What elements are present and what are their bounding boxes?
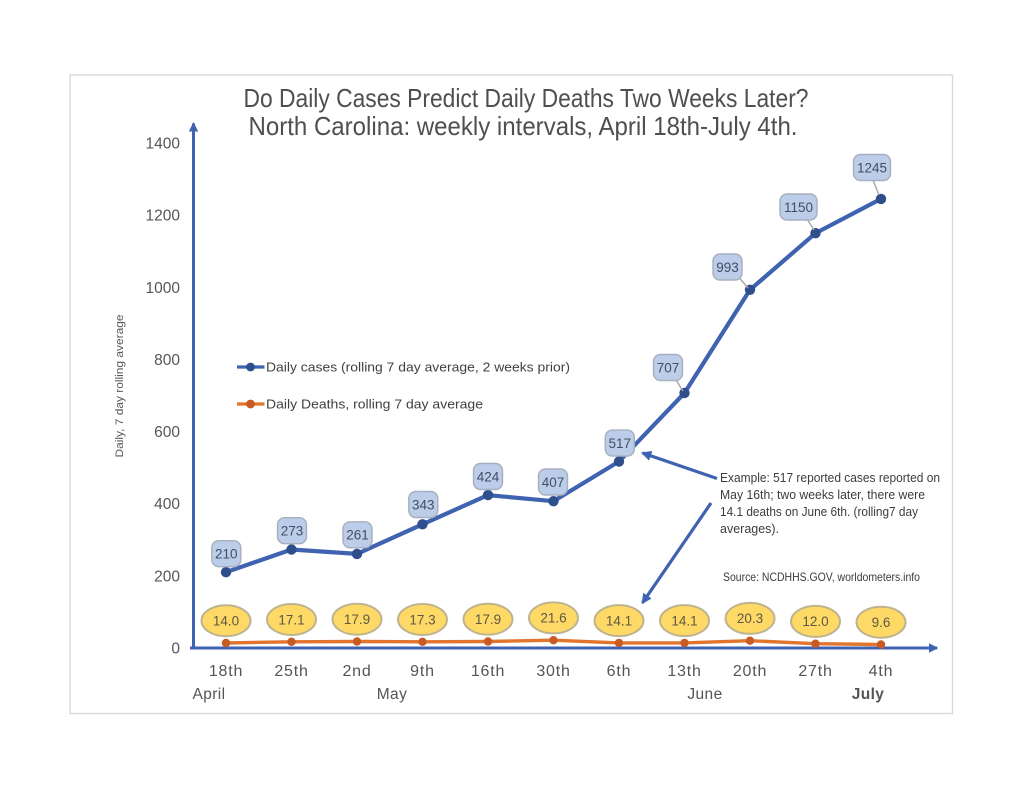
svg-text:1245: 1245 xyxy=(857,160,887,175)
svg-text:17.1: 17.1 xyxy=(278,612,304,627)
svg-text:25th: 25th xyxy=(274,663,308,680)
svg-text:273: 273 xyxy=(281,524,304,539)
svg-text:14.1: 14.1 xyxy=(671,613,697,628)
svg-text:20th: 20th xyxy=(733,663,767,680)
svg-text:9.6: 9.6 xyxy=(872,615,891,630)
svg-text:Source: NCDHHS.GOV, worldomete: Source: NCDHHS.GOV, worldometers.info xyxy=(723,570,920,584)
svg-text:4th: 4th xyxy=(869,663,894,680)
svg-text:14.1 deaths on June 6th. (roll: 14.1 deaths on June 6th. (rolling7 day xyxy=(720,505,919,519)
svg-text:800: 800 xyxy=(154,352,180,369)
svg-text:707: 707 xyxy=(657,360,680,375)
svg-text:June: June xyxy=(687,686,722,703)
svg-text:Daily cases (rolling 7 day ave: Daily cases (rolling 7 day average, 2 we… xyxy=(266,360,570,375)
svg-text:17.9: 17.9 xyxy=(344,612,370,627)
svg-text:6th: 6th xyxy=(607,663,632,680)
svg-text:14.0: 14.0 xyxy=(213,614,239,629)
svg-text:30th: 30th xyxy=(536,663,570,680)
svg-text:400: 400 xyxy=(154,496,180,513)
svg-text:1150: 1150 xyxy=(784,200,813,215)
svg-text:16th: 16th xyxy=(471,663,505,680)
svg-text:210: 210 xyxy=(215,547,238,562)
svg-text:Daily Deaths, rolling 7 day av: Daily Deaths, rolling 7 day average xyxy=(266,397,483,412)
svg-text:517: 517 xyxy=(609,436,632,451)
svg-text:April: April xyxy=(192,686,225,703)
svg-text:12.0: 12.0 xyxy=(802,614,828,629)
svg-text:600: 600 xyxy=(154,424,180,441)
svg-text:261: 261 xyxy=(346,528,369,543)
svg-text:May: May xyxy=(377,686,407,703)
svg-text:2nd: 2nd xyxy=(342,663,371,680)
svg-text:Daily, 7 day rolling average: Daily, 7 day rolling average xyxy=(114,315,126,458)
svg-text:200: 200 xyxy=(154,568,180,585)
svg-text:July: July xyxy=(852,686,885,703)
svg-text:Example: 517 reported cases r: Example: 517 reported cases reported on xyxy=(720,471,940,485)
svg-text:13th: 13th xyxy=(667,663,701,680)
svg-text:9th: 9th xyxy=(410,663,435,680)
svg-text:18th: 18th xyxy=(209,663,243,680)
svg-text:1400: 1400 xyxy=(146,136,181,153)
svg-text:343: 343 xyxy=(412,497,435,512)
svg-text:407: 407 xyxy=(542,475,565,490)
svg-text:Do Daily Cases Predict Daily D: Do Daily Cases Predict Daily Deaths Two … xyxy=(244,83,809,113)
svg-text:17.9: 17.9 xyxy=(475,612,501,627)
svg-text:averages).: averages). xyxy=(720,522,779,536)
svg-text:May 16th; two weeks later, the: May 16th; two weeks later, there were xyxy=(720,488,925,502)
svg-text:20.3: 20.3 xyxy=(737,611,763,626)
svg-text:21.6: 21.6 xyxy=(540,611,566,626)
svg-text:1200: 1200 xyxy=(146,208,181,225)
svg-text:1000: 1000 xyxy=(146,280,181,297)
svg-text:17.3: 17.3 xyxy=(409,612,435,627)
svg-text:North Carolina: weekly interva: North Carolina: weekly intervals, April … xyxy=(249,111,798,141)
svg-text:27th: 27th xyxy=(798,663,832,680)
svg-text:993: 993 xyxy=(716,260,739,275)
svg-text:0: 0 xyxy=(171,641,180,658)
svg-text:424: 424 xyxy=(477,469,500,484)
svg-text:14.1: 14.1 xyxy=(606,613,632,628)
